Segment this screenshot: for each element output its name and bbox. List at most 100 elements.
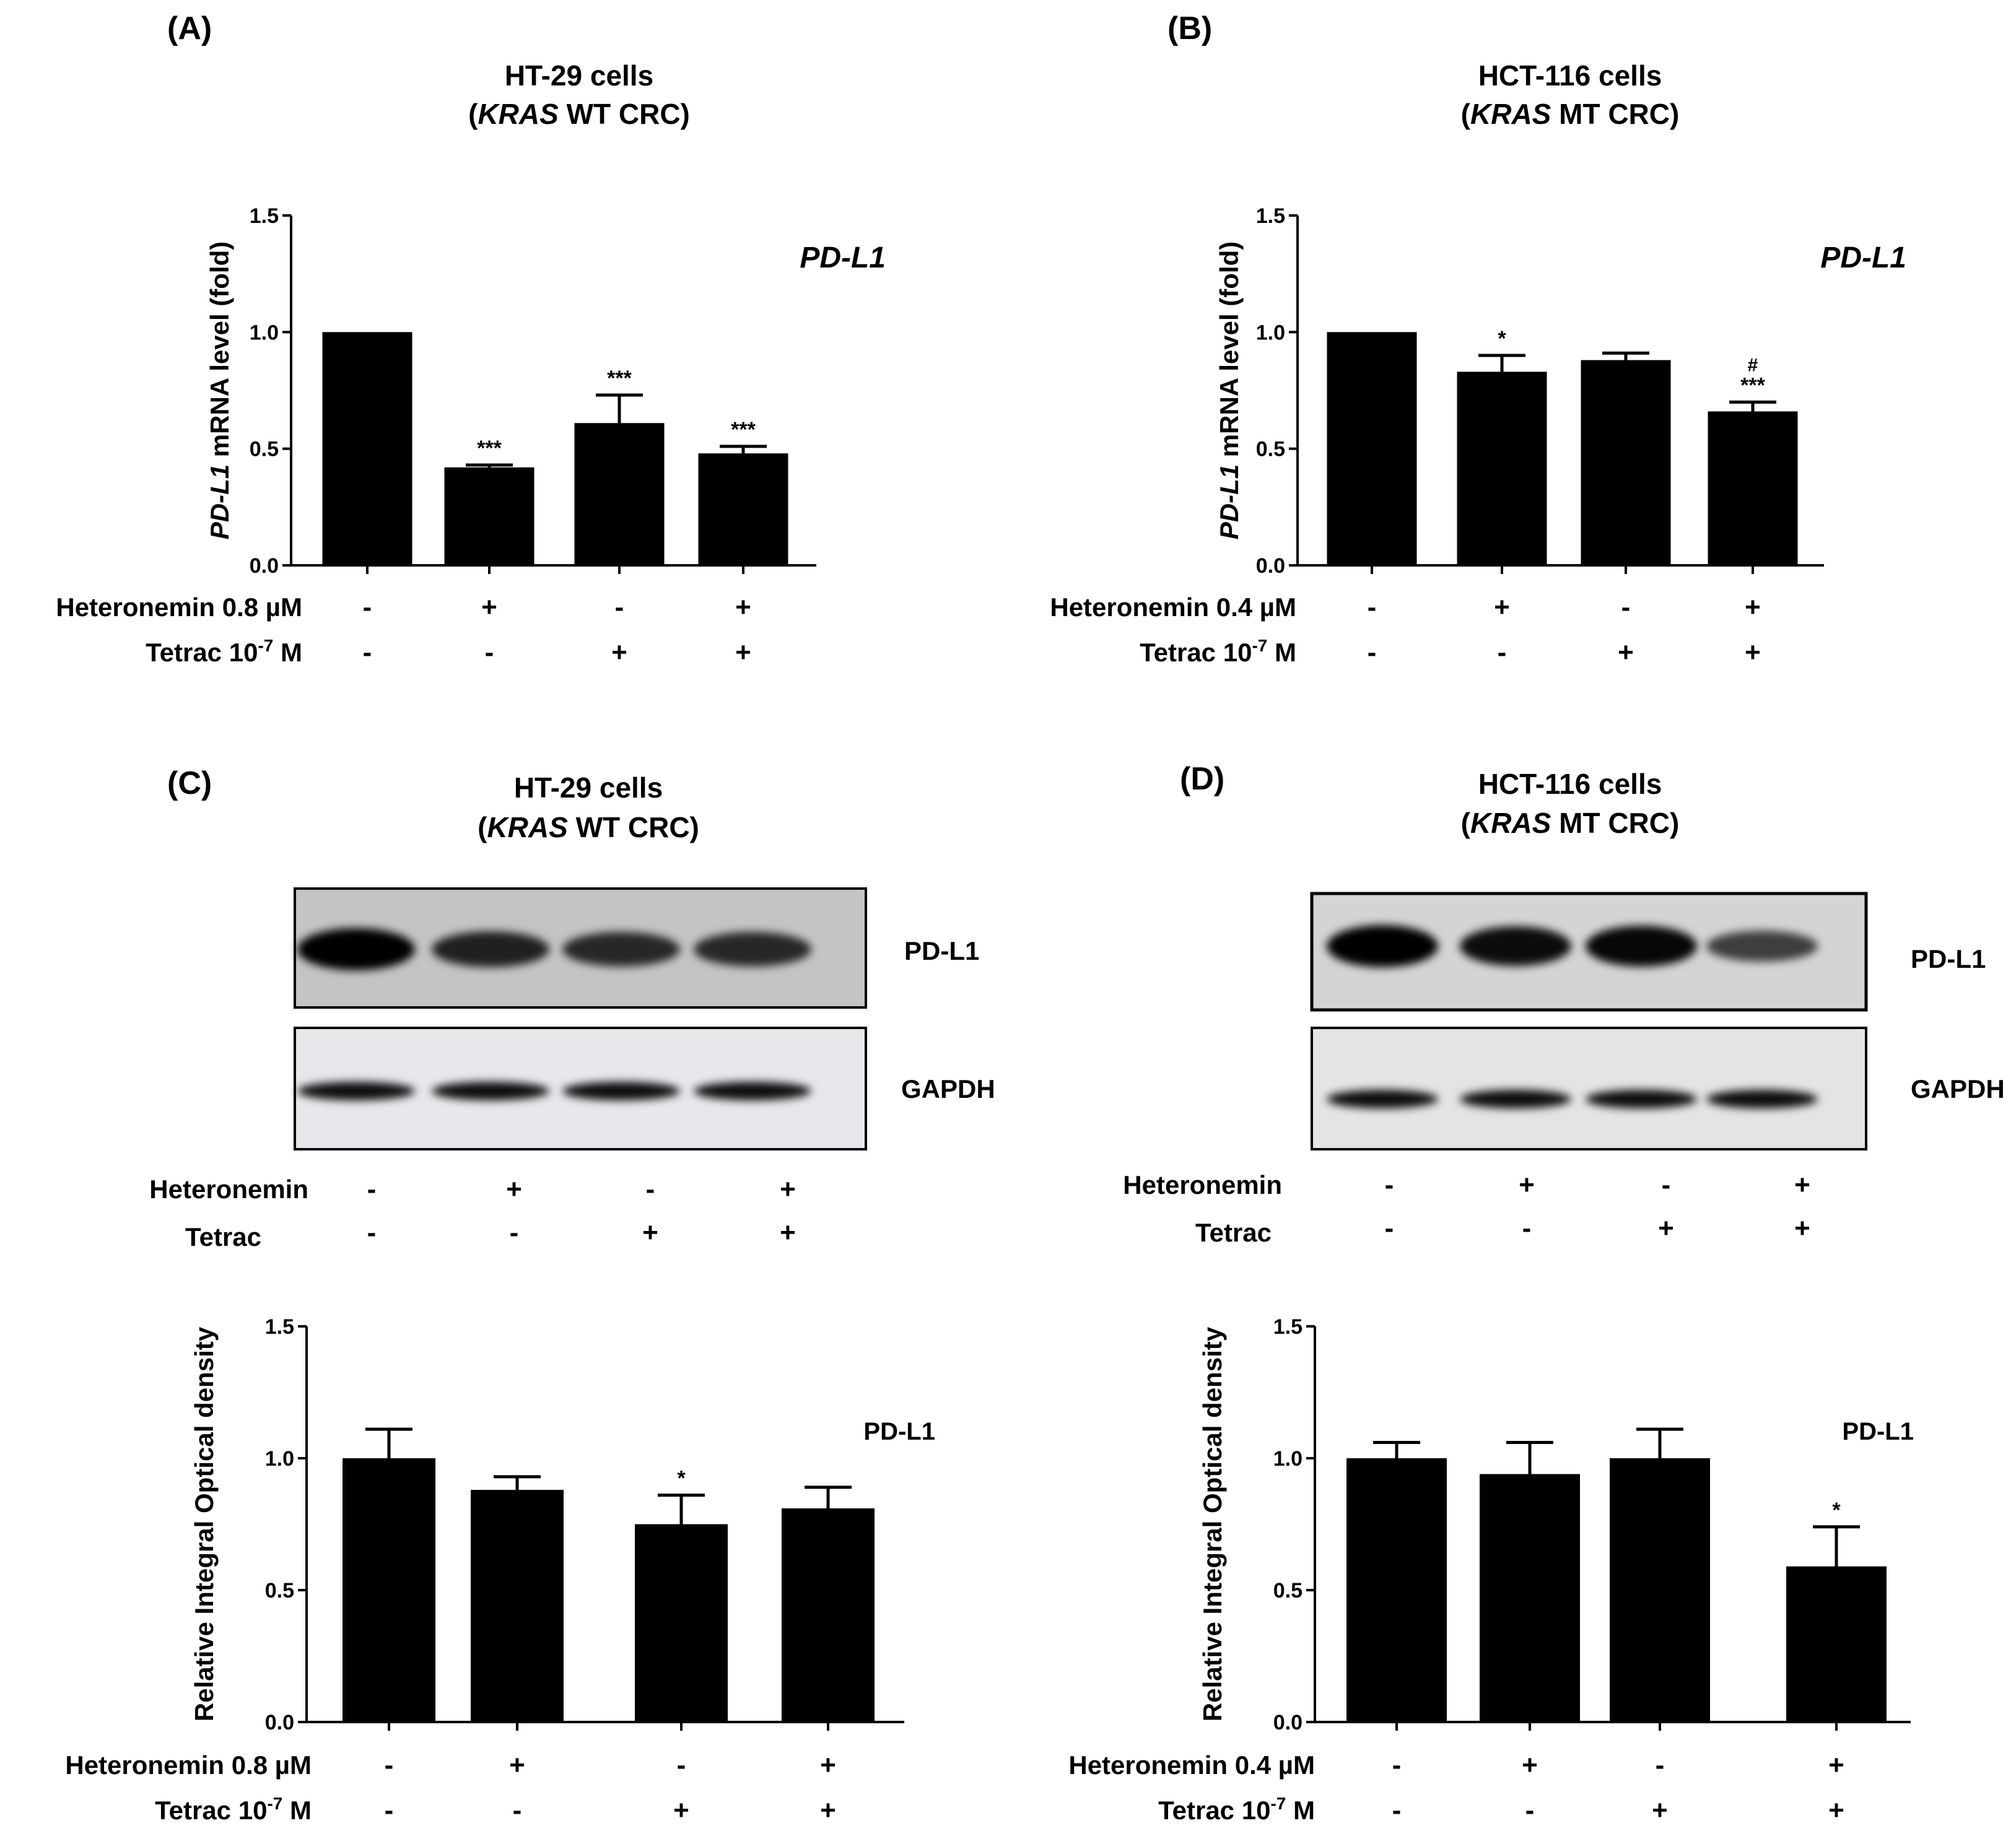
chart-c-treatment-sign: + <box>820 1795 836 1825</box>
chart-d-bar <box>1786 1566 1887 1722</box>
chart-c-ytick-label: 0.5 <box>265 1579 294 1603</box>
blot-c-gapdh-band <box>562 1082 680 1100</box>
blot-d-sign: - <box>1385 1213 1394 1243</box>
chart-d-treatment-label-text: Tetrac 10 <box>1158 1796 1270 1825</box>
chart-d-bar <box>1610 1458 1710 1722</box>
blot-d-gapdh-bands <box>1327 1090 1818 1108</box>
chart-a-ytick-label: 1.5 <box>250 204 279 228</box>
chart-b-treatment-label-sup: -7 <box>1252 636 1267 655</box>
panel-d-title-rest: MT CRC) <box>1551 807 1679 839</box>
chart-d-treatment-sign: - <box>1392 1795 1402 1825</box>
blot-c-heteronemin-label: Heteronemin <box>149 1175 308 1204</box>
panel-d-header: (D) HCT-116 cells (KRAS MT CRC) <box>1180 761 1679 839</box>
chart-d-treatment-sign: + <box>1828 1795 1844 1825</box>
panel-d-letter: (D) <box>1180 761 1224 797</box>
chart-c-ylabel: Relative Integral Optical density <box>190 1326 219 1721</box>
chart-b-ytick-label: 0.0 <box>1256 554 1285 578</box>
blot-c-pdl1-band <box>562 932 680 967</box>
panel-c-title-line1: HT-29 cells <box>514 772 663 804</box>
panel-a-title-line1: HT-29 cells <box>505 59 653 92</box>
chart-c-significance: * <box>677 1467 686 1490</box>
chart-b-treatment-label-text: Tetrac 10 <box>1140 638 1252 667</box>
panel-b-title-line2: (KRAS MT CRC) <box>1461 98 1680 130</box>
blot-c-sign: - <box>510 1217 519 1248</box>
blot-c-gapdh-bands <box>297 1082 811 1100</box>
chart-a-significance: *** <box>607 367 632 390</box>
chart-a-treatment-sign: - <box>363 592 372 622</box>
chart-d-ytick-label: 0.0 <box>1273 1711 1303 1734</box>
chart-d-treatment-label-sup: -7 <box>1270 1794 1286 1813</box>
chart-b-bar <box>1581 360 1671 565</box>
blot-d-heteronemin-label: Heteronemin <box>1123 1170 1282 1199</box>
chart-c-treatment-label-text: Tetrac 10 <box>155 1796 267 1825</box>
chart-a-treatment-label: Tetrac 10-7 M <box>146 636 302 667</box>
blot-c-sign: - <box>646 1174 655 1204</box>
chart-b-significance: * <box>1498 327 1506 350</box>
chart-a-treatment-sign: - <box>615 592 624 622</box>
chart-b-annotation: PD-L1 <box>1820 241 1906 274</box>
chart-c: 0.0 0.5 1.0 1.5 Relative Integral Optical de… <box>65 1315 935 1825</box>
blot-c-sign: + <box>642 1217 658 1248</box>
chart-c-bar <box>635 1524 728 1722</box>
chart-d-ytick-label: 1.0 <box>1273 1447 1303 1471</box>
chart-c-bar <box>343 1458 435 1722</box>
chart-b-treatment-label: Tetrac 10-7 M <box>1140 636 1296 667</box>
chart-b-treatment-sign: + <box>1618 637 1634 668</box>
blot-d-gapdh-label: GAPDH <box>1911 1074 2005 1103</box>
chart-d-treatment-sign: + <box>1652 1795 1668 1825</box>
chart-c-treatment-label: Heteronemin 0.8 µM <box>65 1751 312 1780</box>
blot-d-pdl1-band <box>1327 925 1438 967</box>
blot-c-sign: + <box>780 1217 796 1248</box>
blot-c-sign: - <box>367 1174 377 1204</box>
panel-b-title-rest: MT CRC) <box>1551 98 1679 130</box>
blot-c-pdl1-band <box>432 931 549 967</box>
chart-a-treatment-label-text: Heteronemin 0.8 µM <box>56 593 302 622</box>
blot-d-sign: + <box>1658 1213 1674 1243</box>
panel-d-title-open: ( <box>1461 807 1471 839</box>
chart-d-treatment-sign: - <box>1656 1750 1665 1780</box>
chart-b-ytick-label: 1.5 <box>1256 204 1285 228</box>
chart-a-ytick-label: 0.5 <box>250 438 279 461</box>
panel-c-title-gene: KRAS <box>487 811 568 843</box>
panel-d-title-line1: HCT-116 cells <box>1478 768 1662 800</box>
panel-c-title-open: ( <box>478 811 487 843</box>
chart-d-ytick-label: 0.5 <box>1273 1579 1303 1603</box>
chart-a-ytick-label: 0.0 <box>250 554 279 578</box>
chart-d-bar <box>1480 1474 1580 1722</box>
blot-c-gapdh-band <box>694 1082 811 1100</box>
chart-a-ylabel-gene: PD-L1 <box>205 464 234 539</box>
chart-a-bar <box>444 467 535 565</box>
blot-c-gapdh-band <box>297 1082 415 1100</box>
panel-a-title-open: ( <box>468 98 478 130</box>
blot-d-sign: - <box>1662 1170 1671 1200</box>
chart-a-treatment-sign: + <box>735 592 751 622</box>
blot-c: PD-L1 GAPDH Heteronemin Tetrac - + - + - - + + <box>149 887 995 1251</box>
chart-b-ylabel-gene: PD-L1 <box>1215 464 1244 539</box>
chart-d-treatment-sign: + <box>1522 1750 1538 1780</box>
chart-c-ytick-label: 0.0 <box>265 1711 294 1734</box>
chart-c-bar <box>782 1508 875 1722</box>
chart-a-treatment-sign: + <box>611 637 627 668</box>
chart-d-treatment-sign: - <box>1392 1750 1402 1780</box>
chart-c-treatment-sign: - <box>385 1795 394 1825</box>
blot-c-tetrac-label: Tetrac <box>185 1222 261 1251</box>
chart-d-significance: * <box>1832 1498 1841 1522</box>
chart-c-treatment-sign: - <box>677 1750 686 1780</box>
chart-b-ytick-label: 0.5 <box>1256 438 1285 461</box>
blot-d-gapdh-band <box>1327 1090 1438 1108</box>
panel-b-title-gene: KRAS <box>1470 98 1551 130</box>
blot-d-gapdh-band <box>1706 1090 1818 1108</box>
blot-d-pdl1-label: PD-L1 <box>1911 944 1986 973</box>
chart-b-treatment-sign: - <box>1368 637 1377 668</box>
blot-d: PD-L1 GAPDH Heteronemin Tetrac - + - + - - + + <box>1123 892 2005 1247</box>
chart-c-treatment-sign: - <box>385 1750 394 1780</box>
panel-b-letter: (B) <box>1167 11 1212 46</box>
chart-d-annotation: PD-L1 <box>1842 1418 1914 1445</box>
chart-b-treatment-label-unit: M <box>1267 638 1296 667</box>
chart-a-ylabel-rest: mRNA level (fold) <box>205 241 234 464</box>
panel-d-title-gene: KRAS <box>1470 807 1551 839</box>
blot-d-pdl1-band <box>1586 926 1697 967</box>
chart-b-bar <box>1457 372 1547 565</box>
blot-d-pdl1-band <box>1706 931 1818 962</box>
